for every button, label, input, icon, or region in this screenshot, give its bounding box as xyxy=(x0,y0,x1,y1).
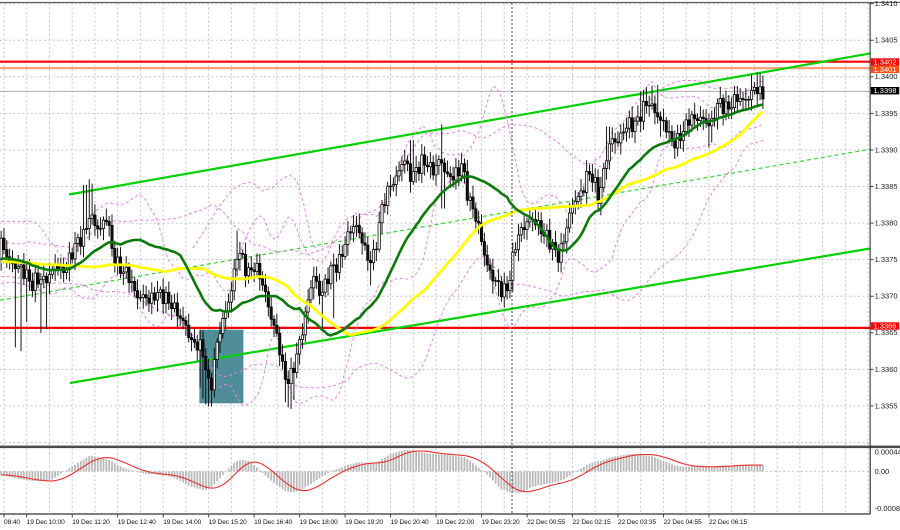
svg-text:1.3410: 1.3410 xyxy=(875,0,898,8)
svg-text:1.3355: 1.3355 xyxy=(875,401,898,410)
svg-text:19 Dec 11:20: 19 Dec 11:20 xyxy=(72,519,110,526)
svg-text:19 Dec 19:20: 19 Dec 19:20 xyxy=(345,519,383,526)
svg-text:19 Dec 20:40: 19 Dec 20:40 xyxy=(391,519,429,526)
svg-text:19 Dec 10:00: 19 Dec 10:00 xyxy=(27,519,65,526)
svg-text:1.3402: 1.3402 xyxy=(874,58,897,67)
svg-text:1.3365: 1.3365 xyxy=(875,328,898,337)
svg-text:22 Dec 06:15: 22 Dec 06:15 xyxy=(709,519,747,526)
svg-text:19 Dec 15:20: 19 Dec 15:20 xyxy=(209,519,247,526)
svg-text:19 Dec 14:00: 19 Dec 14:00 xyxy=(163,519,201,526)
svg-text:0.00044: 0.00044 xyxy=(875,447,900,456)
svg-text:19 Dec 12:40: 19 Dec 12:40 xyxy=(118,519,156,526)
svg-text:19 Dec 16:40: 19 Dec 16:40 xyxy=(254,519,292,526)
svg-text:-0.0008: -0.0008 xyxy=(875,504,900,513)
svg-text:1.3370: 1.3370 xyxy=(875,292,898,301)
svg-text:19 Dec 23:20: 19 Dec 23:20 xyxy=(482,519,520,526)
svg-text:22 Dec 03:35: 22 Dec 03:35 xyxy=(618,519,656,526)
svg-text:19 Dec 22:00: 19 Dec 22:00 xyxy=(436,519,474,526)
svg-text:22 Dec 04:55: 22 Dec 04:55 xyxy=(664,519,702,526)
svg-text:1.3401: 1.3401 xyxy=(874,65,897,74)
svg-text:22 Dec 02:15: 22 Dec 02:15 xyxy=(573,519,611,526)
svg-text:1.3360: 1.3360 xyxy=(875,365,898,374)
svg-text:1.3395: 1.3395 xyxy=(875,109,898,118)
svg-text:0.00: 0.00 xyxy=(875,467,890,476)
svg-text:1.3375: 1.3375 xyxy=(875,255,898,264)
svg-text:19 Dec 18:00: 19 Dec 18:00 xyxy=(300,519,338,526)
svg-text:1.3390: 1.3390 xyxy=(875,145,898,154)
svg-text:1.3385: 1.3385 xyxy=(875,182,898,191)
svg-text:1.3380: 1.3380 xyxy=(875,218,898,227)
svg-text:1.3405: 1.3405 xyxy=(875,36,898,45)
svg-text:1.3366: 1.3366 xyxy=(874,322,897,331)
svg-text:1.3400: 1.3400 xyxy=(875,72,898,81)
svg-text:1.3398: 1.3398 xyxy=(874,86,897,95)
svg-text:22 Dec 00:55: 22 Dec 00:55 xyxy=(527,519,565,526)
svg-text:08:40: 08:40 xyxy=(4,519,20,526)
